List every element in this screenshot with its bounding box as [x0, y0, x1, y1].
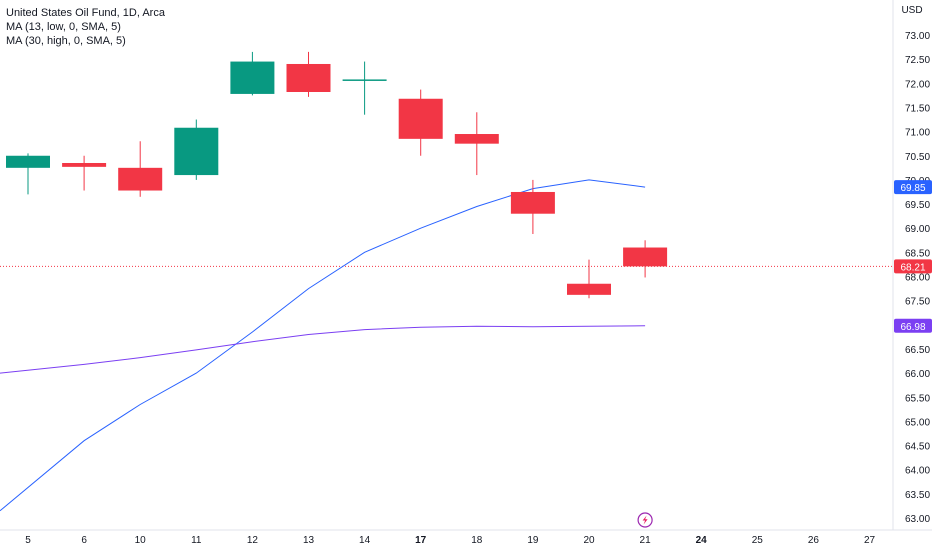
- candle: [623, 240, 668, 278]
- x-tick-label: 25: [752, 535, 764, 546]
- y-tick-label: 68.00: [905, 273, 930, 284]
- candle-body: [623, 247, 668, 267]
- x-tick-label: 24: [696, 535, 708, 546]
- y-tick-label: 70.50: [905, 152, 930, 163]
- y-tick-label: 64.00: [905, 466, 930, 477]
- price-label-box: [894, 180, 932, 195]
- y-tick-label: 64.50: [905, 442, 930, 453]
- candle: [118, 141, 163, 197]
- ma-30-legend[interactable]: MA (30, high, 0, SMA, 5): [6, 35, 126, 47]
- price-label-text: 68.21: [900, 262, 925, 273]
- currency-label: USD: [901, 5, 922, 16]
- y-tick-label: 63.50: [905, 490, 930, 501]
- candle: [398, 89, 443, 156]
- x-tick-label: 6: [81, 535, 87, 546]
- chart-legend: United States Oil Fund, 1D, Arca MA (13,…: [6, 6, 165, 48]
- candle-body: [510, 191, 555, 214]
- y-tick-label: 67.50: [905, 297, 930, 308]
- candle: [174, 119, 219, 180]
- time-axis: 5 6 10 11 12 13 14 17 18 19 20 21 24 25 26 27: [25, 535, 875, 546]
- candle-body: [6, 155, 50, 168]
- price-axis: USD73.0072.5072.0071.5071.0070.5070.0069…: [901, 5, 930, 525]
- x-tick-label: 18: [471, 535, 483, 546]
- x-tick-label: 17: [415, 535, 427, 546]
- y-tick-label: 69.00: [905, 224, 930, 235]
- x-tick-label: 13: [303, 535, 315, 546]
- candle: [62, 155, 107, 191]
- price-label-box: [894, 318, 932, 333]
- flash-icon-bolt: [642, 515, 648, 525]
- y-tick-label: 73.00: [905, 31, 930, 42]
- x-tick-label: 21: [640, 535, 652, 546]
- price-label-text: 69.85: [900, 183, 925, 194]
- candle: [6, 153, 50, 195]
- candle-body: [62, 162, 107, 167]
- price-labels: 69.85 68.21 66.98: [894, 180, 932, 333]
- candle-body: [174, 127, 219, 176]
- candle-body: [454, 134, 499, 144]
- candle-body: [230, 61, 275, 94]
- y-tick-label: 66.00: [905, 369, 930, 380]
- y-tick-label: 72.00: [905, 79, 930, 90]
- y-tick-label: 63.00: [905, 514, 930, 525]
- candle-body: [567, 283, 611, 295]
- x-tick-label: 11: [191, 535, 202, 546]
- x-tick-label: 19: [527, 535, 539, 546]
- x-tick-label: 12: [247, 535, 259, 546]
- y-tick-label: 71.50: [905, 103, 930, 114]
- y-tick-label: 66.50: [905, 345, 930, 356]
- candle-body: [118, 167, 163, 191]
- ma-13-legend[interactable]: MA (13, low, 0, SMA, 5): [6, 21, 121, 33]
- y-tick-label: 65.50: [905, 393, 930, 404]
- y-tick-label: 65.00: [905, 417, 930, 428]
- x-tick-label: 5: [25, 535, 31, 546]
- candle: [286, 51, 331, 97]
- ma-30-line: [0, 325, 646, 374]
- y-tick-label: 72.50: [905, 55, 930, 66]
- candle: [230, 51, 275, 96]
- price-label-box: [894, 259, 932, 274]
- symbol-title[interactable]: United States Oil Fund, 1D, Arca: [6, 7, 165, 19]
- y-tick-label: 69.50: [905, 200, 930, 211]
- y-tick-label: 71.00: [905, 128, 930, 139]
- x-tick-label: 10: [135, 535, 147, 546]
- x-tick-label: 20: [583, 535, 595, 546]
- grid: [0, 0, 932, 531]
- x-tick-label: 26: [808, 535, 820, 546]
- candle: [510, 179, 555, 234]
- candle: [454, 112, 499, 176]
- price-label-text: 66.98: [900, 322, 925, 333]
- y-tick-label: 68.50: [905, 248, 930, 259]
- x-tick-label: 27: [864, 535, 876, 546]
- candle: [342, 61, 387, 115]
- candle-body: [398, 98, 443, 139]
- ma-13-line: [0, 179, 646, 512]
- candle-body: [286, 63, 331, 92]
- candles: [6, 51, 668, 299]
- candle-body: [342, 79, 387, 81]
- moving-averages: [0, 179, 646, 512]
- x-tick-label: 14: [359, 535, 371, 546]
- misc: [637, 512, 653, 528]
- candle: [567, 259, 611, 299]
